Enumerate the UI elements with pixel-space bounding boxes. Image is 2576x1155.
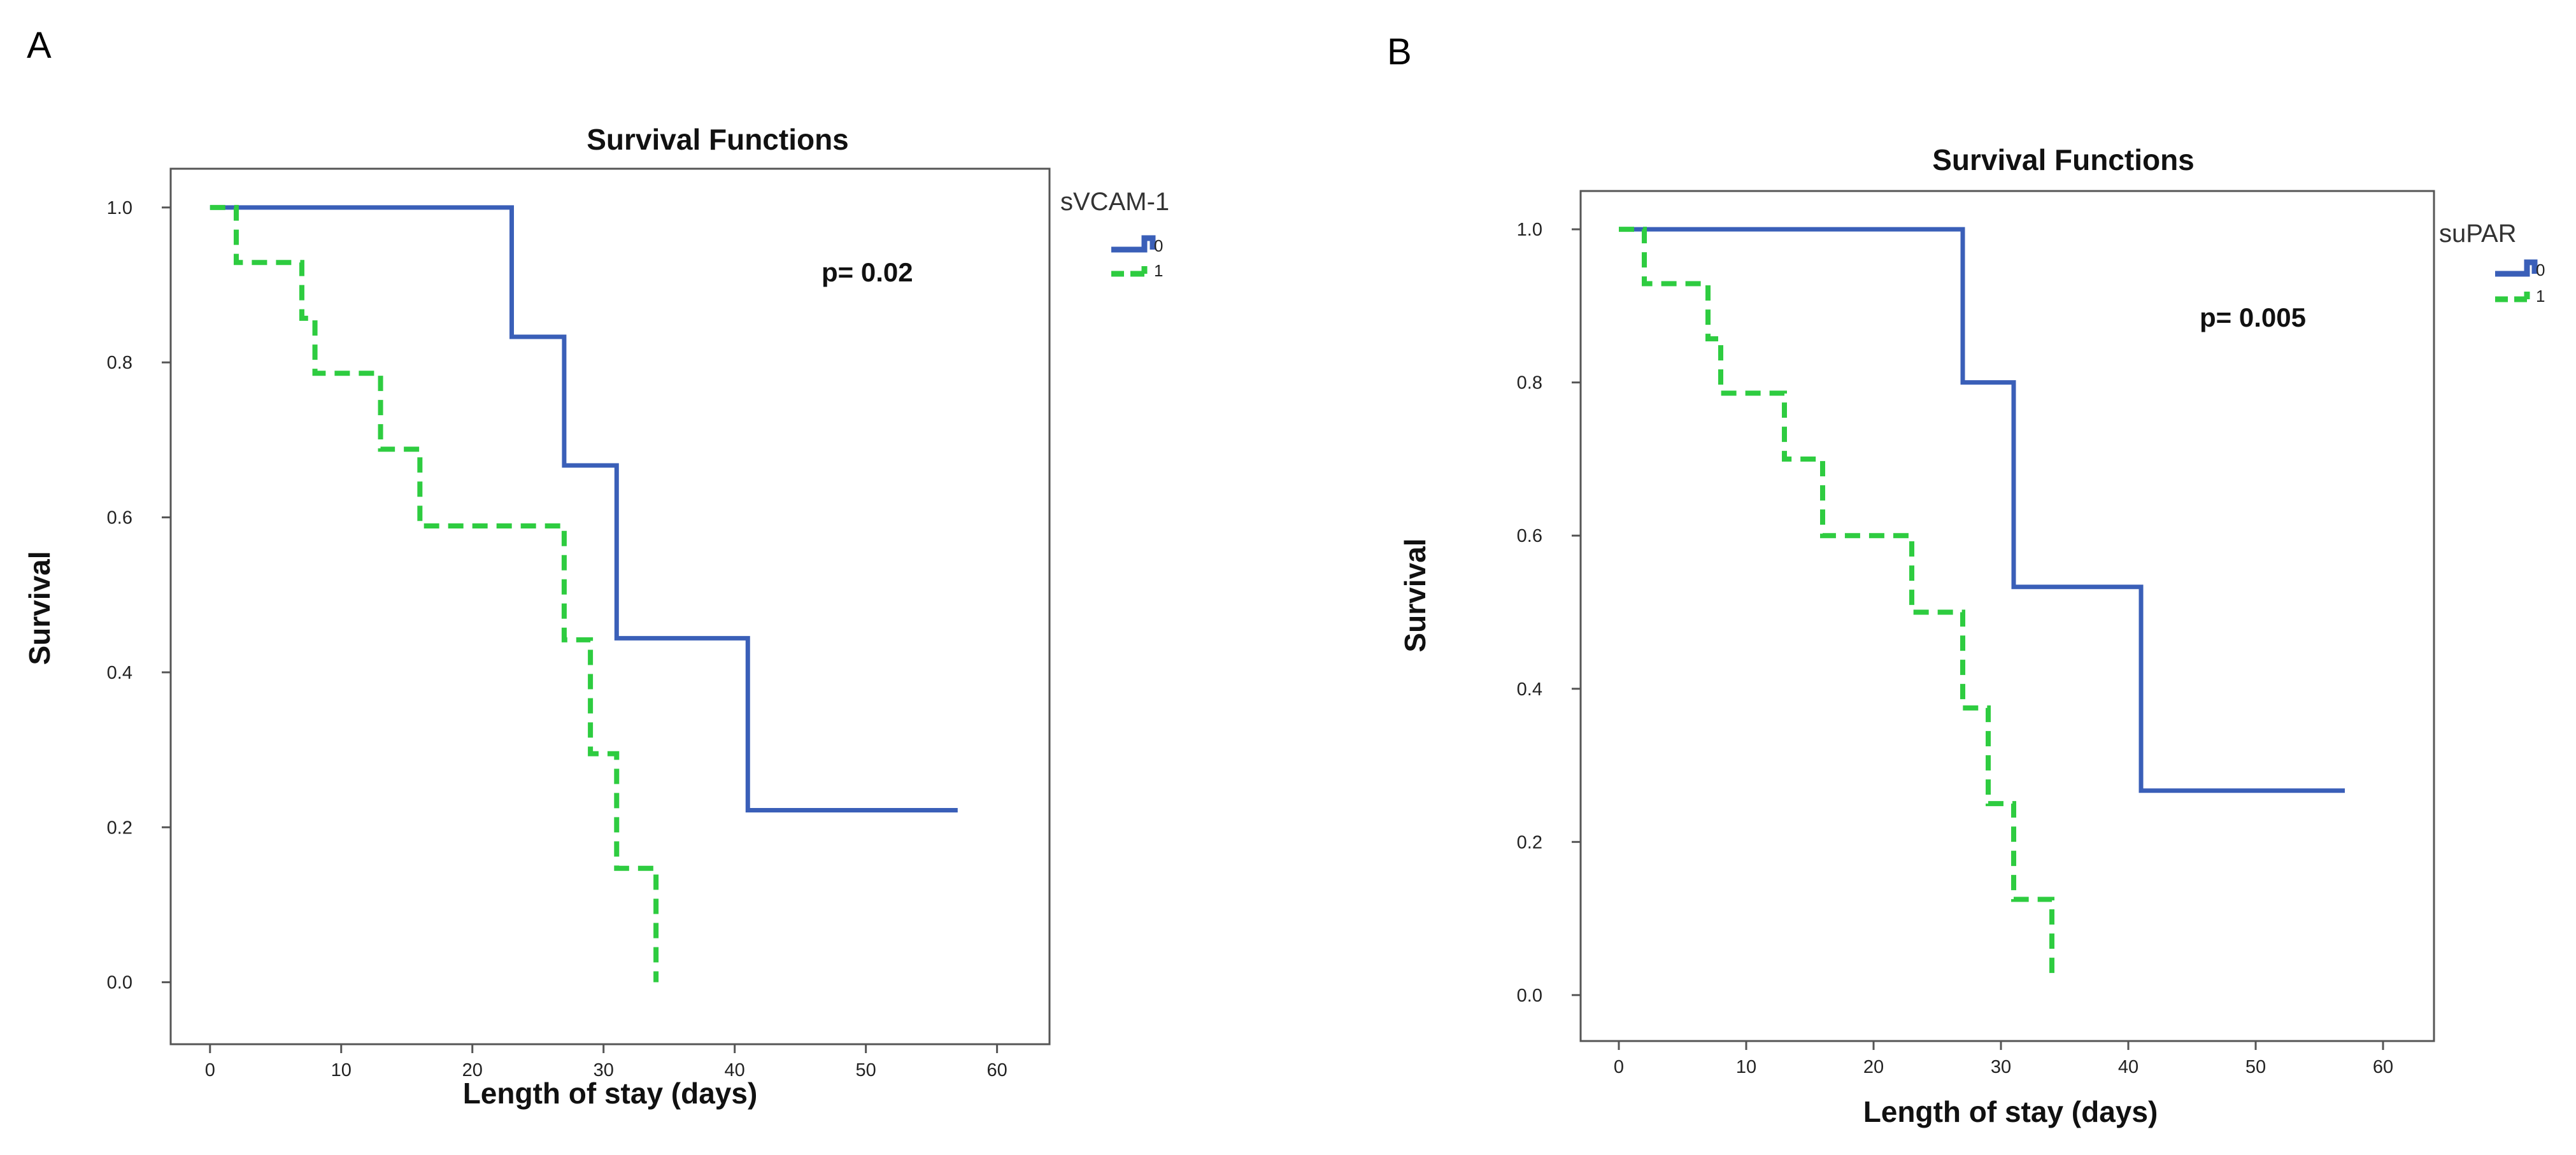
panel-a-xlabel: Length of stay (days)	[463, 1077, 758, 1110]
panel-b-chart: Survival Functions 0 10 20 30 40 50 600.00.20.…	[1398, 143, 2545, 1128]
panel-a-xtick-label-3: 30	[594, 1060, 614, 1081]
panel-a-ytick-label-3: 0.6	[107, 508, 132, 528]
panel-b-series-0-line	[1619, 227, 2345, 793]
panel-a-xtick-label-1: 10	[331, 1060, 352, 1081]
panel-a-letter: A	[27, 25, 52, 66]
panel-a-legend-title: sVCAM-1	[1060, 188, 1169, 216]
panel-a-legend-label-0: 0	[1154, 236, 1163, 255]
panel-b-xtick-label-0: 0	[1614, 1057, 1624, 1077]
panel-a-legend-swatch-1	[1111, 266, 1148, 277]
panel-b-legend-label-1: 1	[2536, 287, 2545, 306]
panel-b-ytick-label-3: 0.6	[1517, 526, 1542, 546]
panel-a-pvalue: p= 0.02	[822, 257, 913, 287]
panel-b-ytick-label-4: 0.8	[1517, 373, 1542, 393]
panel-b-legend-title: suPAR	[2439, 220, 2517, 248]
panel-a-title: Survival Functions	[587, 123, 849, 156]
panel-a-series	[210, 204, 958, 982]
panel-b-plot-frame	[1579, 190, 2435, 1042]
panel-b-series	[1619, 227, 2345, 980]
panel-a-xtick-label-0: 0	[205, 1060, 215, 1081]
panel-a-legend-label-1: 1	[1154, 261, 1163, 280]
panel-a-xtick-label-2: 20	[462, 1060, 483, 1081]
panel-b-series-1-line	[1619, 227, 2054, 980]
panel-b-xlabel: Length of stay (days)	[1863, 1095, 2158, 1128]
panel-a-ticks: 0 10 20 30 40 50 60 0.0 0.2 0.4 0.6 0.8 1.0	[107, 198, 1007, 1081]
panel-b-ytick-label-1: 0.2	[1517, 832, 1542, 853]
panel-b-ytick-label-2: 0.4	[1517, 679, 1542, 700]
panel-a-ytick-label-5: 1.0	[107, 198, 132, 218]
panel-b-letter: B	[1387, 31, 1412, 73]
panel-b-ytick-label-5: 1.0	[1517, 220, 1542, 240]
panel-a-plot-frame	[169, 167, 1051, 1045]
panel-b-legend-swatch-0	[2495, 259, 2538, 277]
panel-a-ytick-label-1: 0.2	[107, 818, 132, 838]
panel-b-legend: suPAR 0 1	[2439, 220, 2545, 306]
panel-a-series-1-line	[210, 204, 659, 982]
panel-a-ytick-label-2: 0.4	[107, 663, 132, 683]
panel-b-xtick-label-6: 60	[2373, 1057, 2393, 1077]
panel-a-ytick-label-0: 0.0	[107, 973, 132, 993]
panel-b-ylabel: Survival	[1398, 539, 1432, 653]
panel-a-xtick-label-4: 40	[725, 1060, 745, 1081]
panel-b-xtick-label-2: 20	[1863, 1057, 1884, 1077]
panel-a-legend: sVCAM-1 0 1	[1060, 188, 1169, 280]
panel-b-xtick-label-5: 50	[2245, 1057, 2266, 1077]
panel-b-xtick-label-3: 30	[1991, 1057, 2011, 1077]
panel-b-pvalue: p= 0.005	[2200, 302, 2306, 332]
panel-b-legend-swatch-1	[2495, 292, 2530, 302]
panel-a-legend-swatch-0	[1111, 235, 1156, 253]
panel-a-xtick-label-6: 60	[986, 1060, 1007, 1081]
panel-b-ticks: 0 10 20 30 40 50 60 0.0 0.2 0.4 0.6 0.8 1.0	[1517, 220, 2393, 1077]
panel-b-legend-label-0: 0	[2536, 260, 2545, 280]
panel-a-ylabel: Survival	[23, 551, 56, 665]
panel-a-chart: Survival Functions 0 10 20 30 40 50 600.00.20.…	[23, 123, 1169, 1110]
panel-b-title: Survival Functions	[1932, 143, 2195, 176]
panel-b-xtick-label-4: 40	[2118, 1057, 2138, 1077]
panel-b-xtick-label-1: 10	[1736, 1057, 1756, 1077]
panel-a-xtick-label-5: 50	[856, 1060, 876, 1081]
panel-a-ytick-label-4: 0.8	[107, 353, 132, 373]
panel-b-ytick-label-0: 0.0	[1517, 986, 1542, 1006]
panel-a-series-0-line	[210, 205, 958, 813]
